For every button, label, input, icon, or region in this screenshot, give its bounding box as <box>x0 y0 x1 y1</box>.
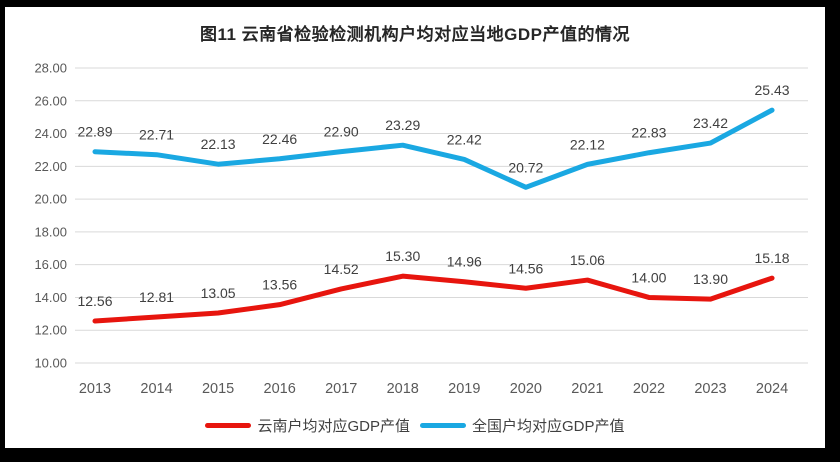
y-axis-tick-label: 26.00 <box>34 93 67 108</box>
data-label: 13.90 <box>693 271 728 287</box>
x-axis-tick-label: 2013 <box>79 381 111 397</box>
data-label: 25.43 <box>755 82 790 98</box>
data-label: 14.52 <box>324 261 359 277</box>
data-label: 14.96 <box>447 254 482 270</box>
x-axis-tick-label: 2022 <box>633 381 665 397</box>
legend-item-yunnan: 云南户均对应GDP产值 <box>205 415 410 436</box>
x-axis-tick-label: 2015 <box>202 381 234 397</box>
legend-line-blue <box>420 423 466 428</box>
y-axis-tick-label: 24.00 <box>34 126 67 141</box>
data-label: 22.13 <box>201 136 236 152</box>
data-label: 23.29 <box>385 117 420 133</box>
legend-label-national: 全国户均对应GDP产值 <box>472 418 625 435</box>
y-axis-tick-label: 22.00 <box>34 159 67 174</box>
legend-line-red <box>205 423 252 428</box>
x-axis-tick-label: 2019 <box>448 381 480 397</box>
x-axis-tick-label: 2024 <box>756 381 788 397</box>
data-label: 22.83 <box>631 125 666 141</box>
y-axis-tick-label: 16.00 <box>34 257 67 272</box>
x-axis-tick-label: 2023 <box>694 381 726 397</box>
data-label: 14.56 <box>508 260 543 276</box>
data-label: 15.06 <box>570 252 605 268</box>
x-axis-tick-label: 2016 <box>264 381 296 397</box>
data-label: 22.12 <box>570 136 605 152</box>
chart-panel: 28.00 26.00 24.00 22.00 20.00 18.00 16.00 14.00… <box>5 7 825 448</box>
series-line <box>92 107 775 190</box>
data-label: 22.90 <box>324 124 359 140</box>
data-label: 20.72 <box>508 159 543 175</box>
legend-label-yunnan: 云南户均对应GDP产值 <box>257 418 410 435</box>
x-axis-tick-label: 2017 <box>325 381 357 397</box>
data-label: 14.00 <box>631 269 666 285</box>
y-axis-tick-label: 18.00 <box>34 224 67 239</box>
chart-plot: 28.00 26.00 24.00 22.00 20.00 18.00 16.00 14.00… <box>34 61 808 397</box>
data-label: 22.71 <box>139 127 174 143</box>
data-label: 12.56 <box>77 293 112 309</box>
series-line <box>92 273 775 324</box>
legend-item-national: 全国户均对应GDP产值 <box>420 415 625 436</box>
y-axis-tick-label: 14.00 <box>34 290 67 305</box>
data-label: 22.46 <box>262 131 297 147</box>
x-axis-tick-label: 2020 <box>510 381 542 397</box>
chart-legend: 云南户均对应GDP产值 全国户均对应GDP产值 <box>5 415 825 436</box>
x-axis-tick-label: 2014 <box>140 381 172 397</box>
data-label: 13.56 <box>262 277 297 293</box>
y-axis-tick-label: 12.00 <box>34 323 67 338</box>
data-label: 13.05 <box>201 285 236 301</box>
data-label: 12.81 <box>139 289 174 305</box>
y-axis-tick-label: 20.00 <box>34 192 67 207</box>
data-label: 15.30 <box>385 248 420 264</box>
data-label: 15.18 <box>755 250 790 266</box>
data-label: 22.89 <box>77 124 112 140</box>
data-label: 22.42 <box>447 131 482 147</box>
chart-title: 图11 云南省检验检测机构户均对应当地GDP产值的情况 <box>199 25 631 44</box>
x-axis-tick-label: 2021 <box>571 381 603 397</box>
data-label: 23.42 <box>693 115 728 131</box>
y-axis-tick-label: 28.00 <box>34 61 67 76</box>
y-axis-tick-label: 10.00 <box>34 356 67 371</box>
x-axis-tick-label: 2018 <box>387 381 419 397</box>
